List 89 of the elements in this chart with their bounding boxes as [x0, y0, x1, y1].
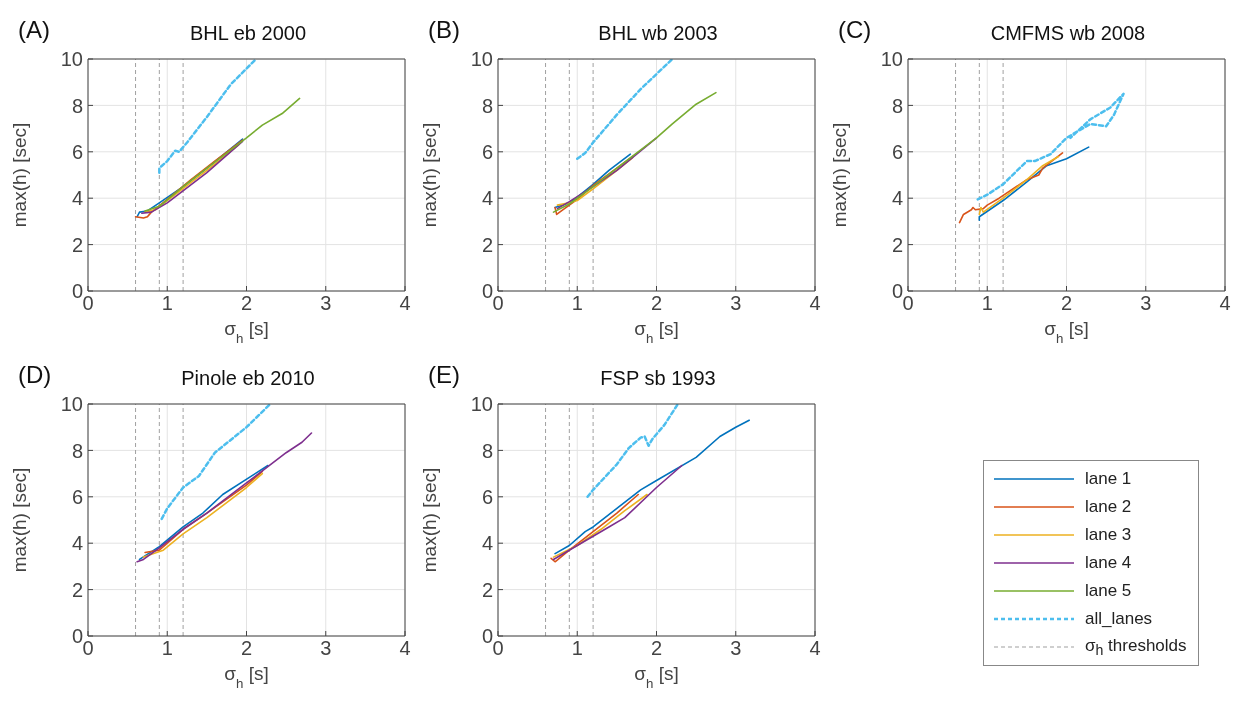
y-tick-label: 6	[481, 140, 493, 163]
line-series	[136, 432, 313, 563]
x-axis-title: σ$_{h}$ [s]	[1044, 318, 1089, 346]
y-tick-label: 10	[470, 393, 493, 416]
line-series	[978, 155, 1060, 216]
x-tick-label: 2	[240, 637, 253, 660]
legend-label: lane 1	[1085, 469, 1132, 488]
chart-title: BHL eb 2000	[189, 22, 306, 44]
legend-label: lane 5	[1085, 581, 1132, 600]
x-tick-label: 4	[1219, 292, 1231, 315]
y-tick-label: 10	[60, 48, 83, 71]
line-series	[138, 464, 269, 561]
chart-title: BHL wb 2003	[598, 22, 718, 44]
x-axis-title: σ$_{h}$ [s]	[224, 663, 269, 691]
y-tick-label: 8	[891, 94, 903, 117]
x-tick-label: 4	[399, 637, 411, 660]
y-tick-label: 2	[481, 233, 493, 256]
y-tick-label: 2	[481, 578, 493, 601]
text: (A)	[18, 16, 50, 43]
y-tick-label: 6	[481, 485, 493, 508]
x-tick-label: 1	[161, 637, 173, 660]
line-series	[550, 493, 640, 563]
y-tick-label: 8	[71, 94, 83, 117]
y-tick-label: 2	[891, 233, 903, 256]
chart-title: FSP sb 1993	[600, 367, 716, 389]
y-axis-title: max(h) [sec]	[829, 122, 850, 228]
x-tick-label: 3	[730, 292, 742, 315]
line-series	[552, 464, 683, 561]
x-tick-label: 1	[571, 637, 583, 660]
x-axis-title: σ$_{h}$ [s]	[634, 318, 679, 346]
y-tick-label: 6	[891, 140, 903, 163]
legend-label: all_lanes	[1085, 609, 1153, 628]
x-tick-label: 3	[730, 637, 742, 660]
y-tick-label: 2	[71, 578, 83, 601]
x-tick-label: 2	[1060, 292, 1073, 315]
x-tick-label: 2	[650, 292, 663, 315]
line-series	[552, 91, 717, 213]
x-tick-label: 1	[981, 292, 993, 315]
text: (C)	[838, 16, 872, 43]
x-tick-label: 4	[399, 292, 411, 315]
y-tick-label: 4	[481, 187, 493, 210]
y-tick-label: 10	[880, 48, 903, 71]
chart-title: Pinole eb 2010	[181, 367, 315, 389]
x-tick-label: 4	[809, 292, 821, 315]
y-tick-label: 10	[60, 393, 83, 416]
line-series	[160, 404, 272, 521]
line-series	[556, 137, 658, 210]
y-axis-title: max(h) [sec]	[419, 467, 440, 573]
x-tick-label: 3	[320, 637, 332, 660]
legend-label: σ$_{h}$ thresholds	[1085, 635, 1187, 659]
x-tick-label: 1	[571, 292, 583, 315]
chart-title: CMFMS wb 2008	[990, 22, 1146, 44]
line-series	[144, 97, 301, 212]
x-tick-label: 4	[809, 637, 821, 660]
line-series	[552, 493, 648, 558]
x-tick-label: 1	[161, 292, 173, 315]
text: (E)	[428, 361, 460, 388]
y-tick-label: 2	[71, 233, 83, 256]
x-tick-label: 2	[650, 637, 663, 660]
legend-label: lane 4	[1085, 553, 1132, 572]
line-series	[158, 59, 258, 174]
text: (B)	[428, 16, 460, 43]
y-axis-title: max(h) [sec]	[9, 467, 30, 573]
y-tick-label: 8	[71, 439, 83, 462]
line-series	[586, 404, 680, 499]
x-tick-label: 3	[320, 292, 332, 315]
y-tick-label: 8	[481, 94, 493, 117]
y-tick-label: 4	[71, 532, 83, 555]
x-tick-label: 3	[1140, 292, 1152, 315]
legend-label: lane 2	[1085, 497, 1132, 516]
y-tick-label: 10	[470, 48, 493, 71]
x-tick-label: 2	[240, 292, 253, 315]
line-series	[576, 59, 674, 161]
x-axis-title: σ$_{h}$ [s]	[634, 663, 679, 691]
y-tick-label: 4	[71, 187, 83, 210]
text: (D)	[18, 361, 52, 388]
line-series	[554, 419, 751, 555]
y-tick-label: 4	[891, 187, 903, 210]
y-tick-label: 6	[71, 485, 83, 508]
line-series	[958, 152, 1064, 224]
legend-label: lane 3	[1085, 525, 1132, 544]
y-tick-label: 8	[481, 439, 493, 462]
y-axis-title: max(h) [sec]	[419, 122, 440, 228]
x-axis-title: σ$_{h}$ [s]	[224, 318, 269, 346]
line-series	[978, 146, 1090, 222]
y-axis-title: max(h) [sec]	[9, 122, 30, 228]
y-tick-label: 4	[481, 532, 493, 555]
y-tick-label: 6	[71, 140, 83, 163]
line-series	[976, 92, 1125, 201]
